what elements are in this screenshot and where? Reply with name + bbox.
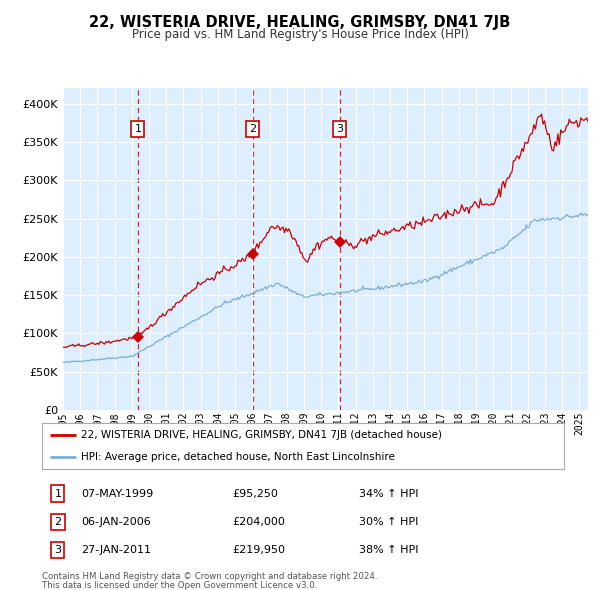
Text: 27-JAN-2011: 27-JAN-2011 bbox=[82, 545, 152, 555]
Text: 1: 1 bbox=[134, 124, 142, 134]
Text: 38% ↑ HPI: 38% ↑ HPI bbox=[359, 545, 418, 555]
Text: £204,000: £204,000 bbox=[232, 517, 285, 527]
Text: This data is licensed under the Open Government Licence v3.0.: This data is licensed under the Open Gov… bbox=[42, 581, 317, 589]
Text: Contains HM Land Registry data © Crown copyright and database right 2024.: Contains HM Land Registry data © Crown c… bbox=[42, 572, 377, 581]
Text: Price paid vs. HM Land Registry's House Price Index (HPI): Price paid vs. HM Land Registry's House … bbox=[131, 28, 469, 41]
Text: HPI: Average price, detached house, North East Lincolnshire: HPI: Average price, detached house, Nort… bbox=[81, 452, 395, 462]
Text: 2: 2 bbox=[54, 517, 61, 527]
Text: 3: 3 bbox=[336, 124, 343, 134]
Text: 30% ↑ HPI: 30% ↑ HPI bbox=[359, 517, 418, 527]
Text: 3: 3 bbox=[55, 545, 61, 555]
Text: 2: 2 bbox=[249, 124, 256, 134]
Text: 22, WISTERIA DRIVE, HEALING, GRIMSBY, DN41 7JB: 22, WISTERIA DRIVE, HEALING, GRIMSBY, DN… bbox=[89, 15, 511, 30]
Text: £95,250: £95,250 bbox=[232, 489, 278, 499]
Text: 34% ↑ HPI: 34% ↑ HPI bbox=[359, 489, 418, 499]
Text: 22, WISTERIA DRIVE, HEALING, GRIMSBY, DN41 7JB (detached house): 22, WISTERIA DRIVE, HEALING, GRIMSBY, DN… bbox=[81, 430, 442, 440]
Text: 1: 1 bbox=[55, 489, 61, 499]
Text: 07-MAY-1999: 07-MAY-1999 bbox=[82, 489, 154, 499]
Text: 06-JAN-2006: 06-JAN-2006 bbox=[82, 517, 151, 527]
Text: £219,950: £219,950 bbox=[232, 545, 285, 555]
